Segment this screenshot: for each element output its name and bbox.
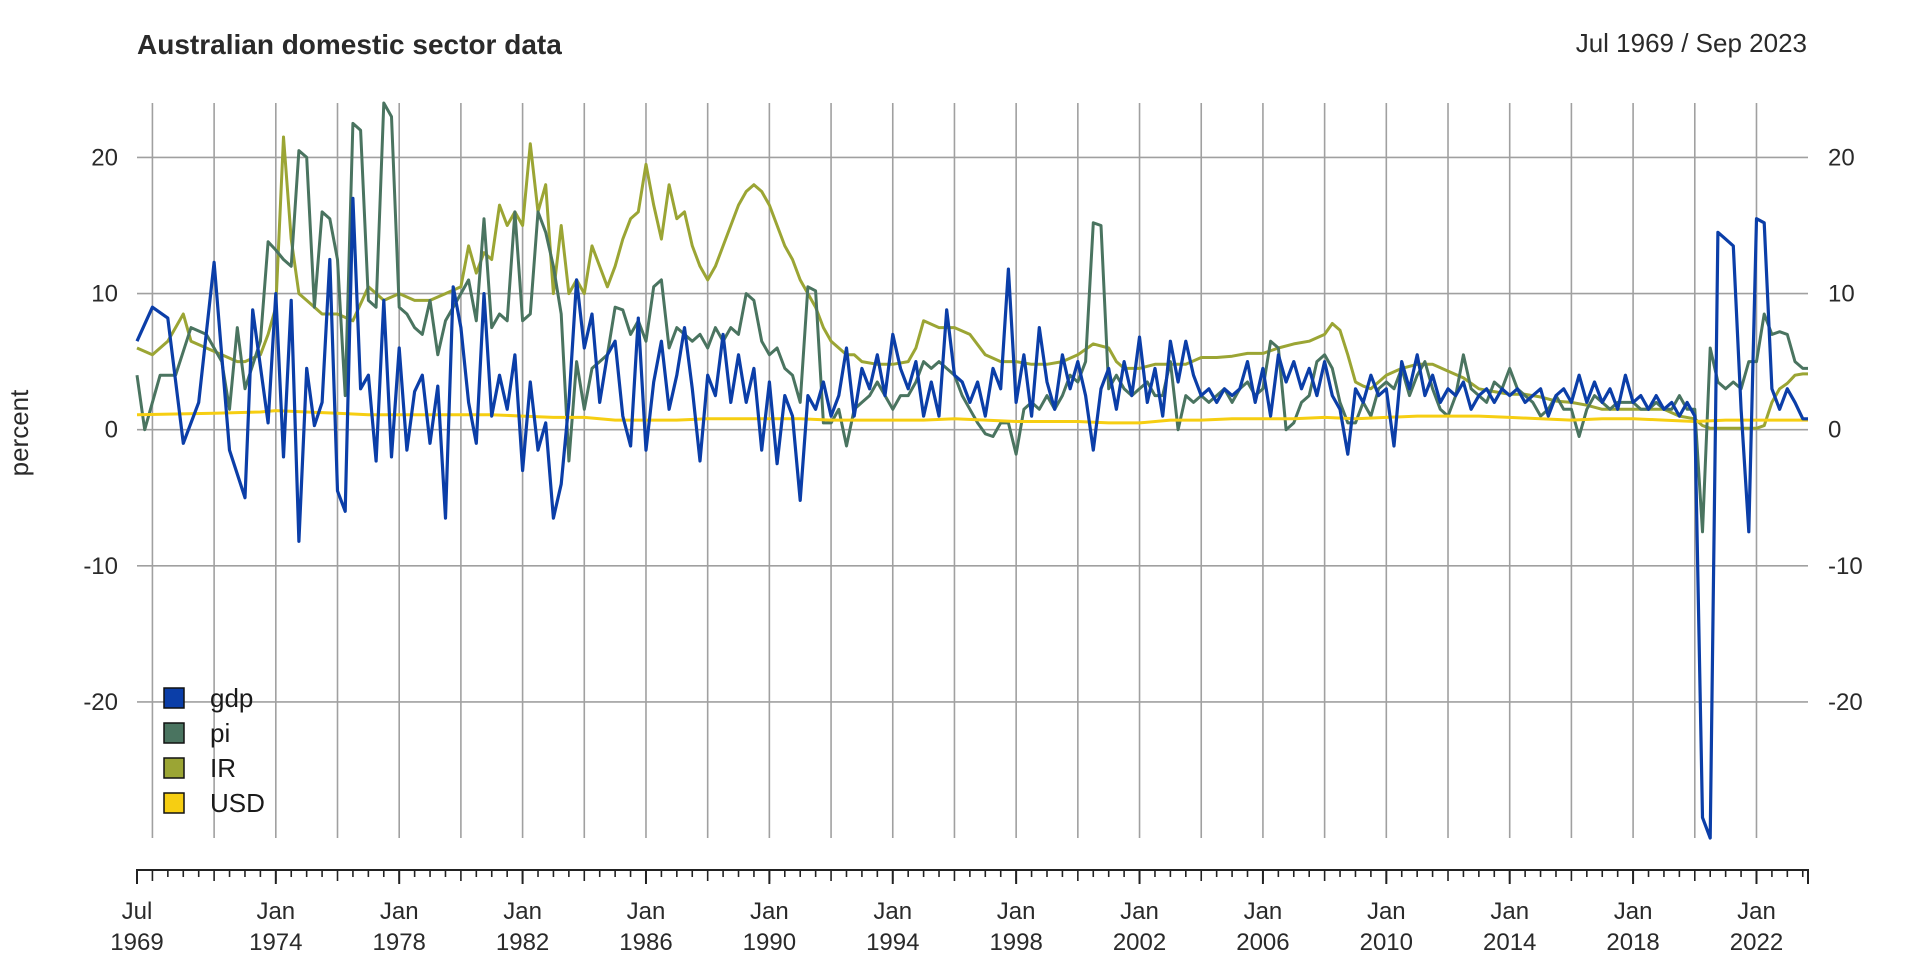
x-tick-label-month: Jan <box>750 898 789 925</box>
legend-label-pi: pi <box>210 718 230 748</box>
legend-label-gdp: gdp <box>210 683 253 713</box>
x-tick-label-year: 1998 <box>989 929 1042 956</box>
x-tick-label-month: Jan <box>1614 898 1653 925</box>
chart-period: Jul 1969 / Sep 2023 <box>1576 28 1807 58</box>
legend-label-ir: IR <box>210 753 236 783</box>
y-tick-label-right: 20 <box>1828 144 1855 171</box>
x-tick-label-year: 1974 <box>249 929 302 956</box>
x-tick-label-year: 2006 <box>1236 929 1289 956</box>
x-tick-label-year: 2010 <box>1360 929 1413 956</box>
x-tick-label-year: 1982 <box>496 929 549 956</box>
x-tick-label-year: 1990 <box>743 929 796 956</box>
x-tick-label-month: Jan <box>997 898 1036 925</box>
x-tick-label-month: Jan <box>1120 898 1159 925</box>
grid <box>137 103 1808 838</box>
x-tick-label-month: Jan <box>1244 898 1283 925</box>
x-tick-label-month: Jan <box>380 898 419 925</box>
series-line-ir <box>136 135 1808 430</box>
legend-swatch-pi <box>163 722 185 744</box>
x-tick-label-year: 2022 <box>1730 929 1783 956</box>
x-tick-label-year: 1969 <box>110 929 163 956</box>
x-tick-label-month: Jan <box>1737 898 1776 925</box>
x-tick-label-year: 2002 <box>1113 929 1166 956</box>
y-tick-label-right: -10 <box>1828 553 1863 580</box>
y-tick-label-right: 10 <box>1828 281 1855 308</box>
legend: gdp pi IR USD <box>163 683 265 818</box>
y-tick-label-left: 20 <box>91 144 118 171</box>
x-tick-label-year: 1978 <box>373 929 426 956</box>
y-tick-label-right: -20 <box>1828 689 1863 716</box>
x-axis: Jul 1969 Jan 1974 Jan 1978 Jan 1982 Jan 1986 Jan 19… <box>110 869 1809 956</box>
y-tick-label-left: 0 <box>105 417 118 444</box>
series-line-gdp <box>135 196 1808 840</box>
x-tick-label-month: Jul <box>122 898 153 925</box>
chart-title: Australian domestic sector data <box>137 29 562 60</box>
x-tick-label-month: Jan <box>256 898 295 925</box>
series-line-pi <box>135 101 1808 534</box>
x-tick-label-month: Jan <box>1490 898 1529 925</box>
y-tick-label-left: 10 <box>91 281 118 308</box>
y-axis-label: percent <box>4 389 34 476</box>
x-tick-label-month: Jan <box>627 898 666 925</box>
y-tick-label-left: -10 <box>83 553 118 580</box>
y-tick-label-left: -20 <box>83 689 118 716</box>
x-tick-label-month: Jan <box>1367 898 1406 925</box>
series-lines <box>135 101 1808 840</box>
series-line-usd <box>136 409 1808 425</box>
x-tick-label-year: 1986 <box>619 929 672 956</box>
x-tick-label-year: 1994 <box>866 929 919 956</box>
x-tick-label-year: 2014 <box>1483 929 1536 956</box>
legend-swatch-gdp <box>163 687 185 709</box>
x-tick-label-year: 2018 <box>1606 929 1659 956</box>
y-tick-label-right: 0 <box>1828 417 1841 444</box>
y-tick-labels: -20 -20 -10 -10 0 0 10 10 20 20 <box>83 144 1862 715</box>
legend-label-usd: USD <box>210 788 265 818</box>
legend-swatch-ir <box>163 757 185 779</box>
legend-swatch-usd <box>163 792 185 814</box>
x-tick-label-month: Jan <box>873 898 912 925</box>
x-tick-label-month: Jan <box>503 898 542 925</box>
